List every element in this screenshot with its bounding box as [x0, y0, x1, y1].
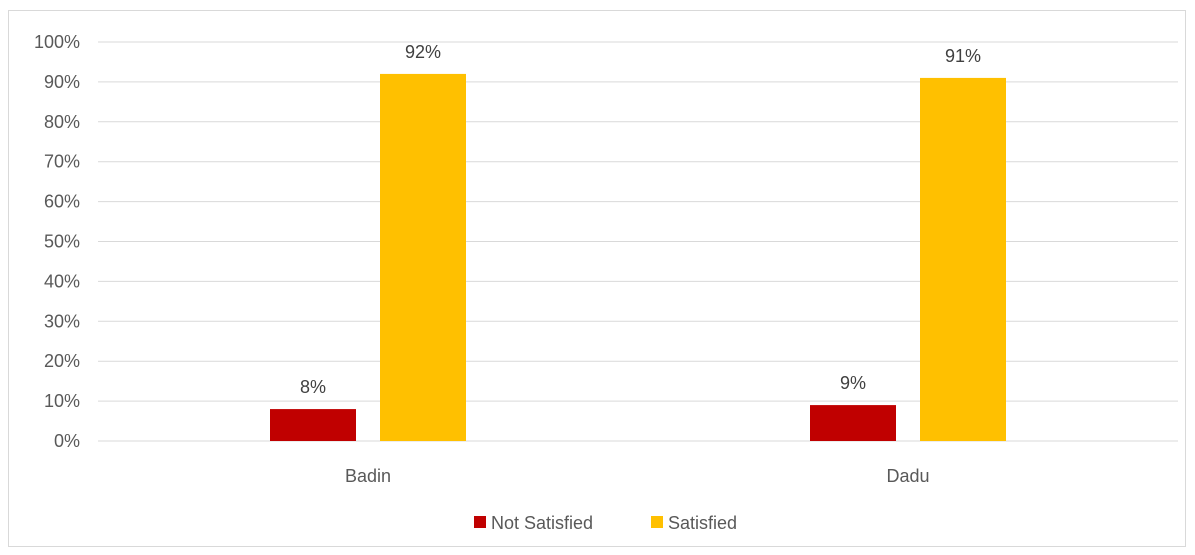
data-label: 91% — [945, 46, 981, 66]
legend-item: Satisfied — [651, 513, 737, 533]
y-tick-label: 60% — [44, 192, 80, 212]
y-tick-label: 90% — [44, 72, 80, 92]
legend-label: Satisfied — [668, 513, 737, 533]
y-tick-label: 10% — [44, 391, 80, 411]
legend-swatch — [474, 516, 486, 528]
y-tick-label: 40% — [44, 271, 80, 291]
y-axis-ticks: 0% 10% 20% 30% 40% 50% 60% 70% 80% 90% 100% — [34, 32, 80, 451]
bars — [270, 73, 1006, 442]
data-label: 92% — [405, 42, 441, 62]
legend-item: Not Satisfied — [474, 513, 593, 533]
data-labels: 8% 92% 9% 91% — [300, 42, 981, 397]
legend-swatch — [651, 516, 663, 528]
data-label: 9% — [840, 373, 866, 393]
x-axis-categories: Badin Dadu — [345, 466, 930, 486]
gridlines — [98, 41, 1178, 442]
y-tick-label: 20% — [44, 351, 80, 371]
data-label: 8% — [300, 377, 326, 397]
y-tick-label: 80% — [44, 112, 80, 132]
x-category-label: Badin — [345, 466, 391, 486]
bar-not-satisfied-dadu — [810, 405, 896, 441]
y-tick-label: 50% — [44, 232, 80, 252]
bar-satisfied-dadu — [920, 77, 1006, 441]
y-tick-label: 30% — [44, 311, 80, 331]
y-tick-label: 100% — [34, 32, 80, 52]
legend: Not Satisfied Satisfied — [474, 513, 737, 533]
bar-not-satisfied-badin — [270, 409, 356, 441]
bar-satisfied-badin — [380, 73, 466, 442]
x-category-label: Dadu — [886, 466, 929, 486]
y-tick-label: 0% — [54, 431, 80, 451]
legend-label: Not Satisfied — [491, 513, 593, 533]
y-tick-label: 70% — [44, 152, 80, 172]
